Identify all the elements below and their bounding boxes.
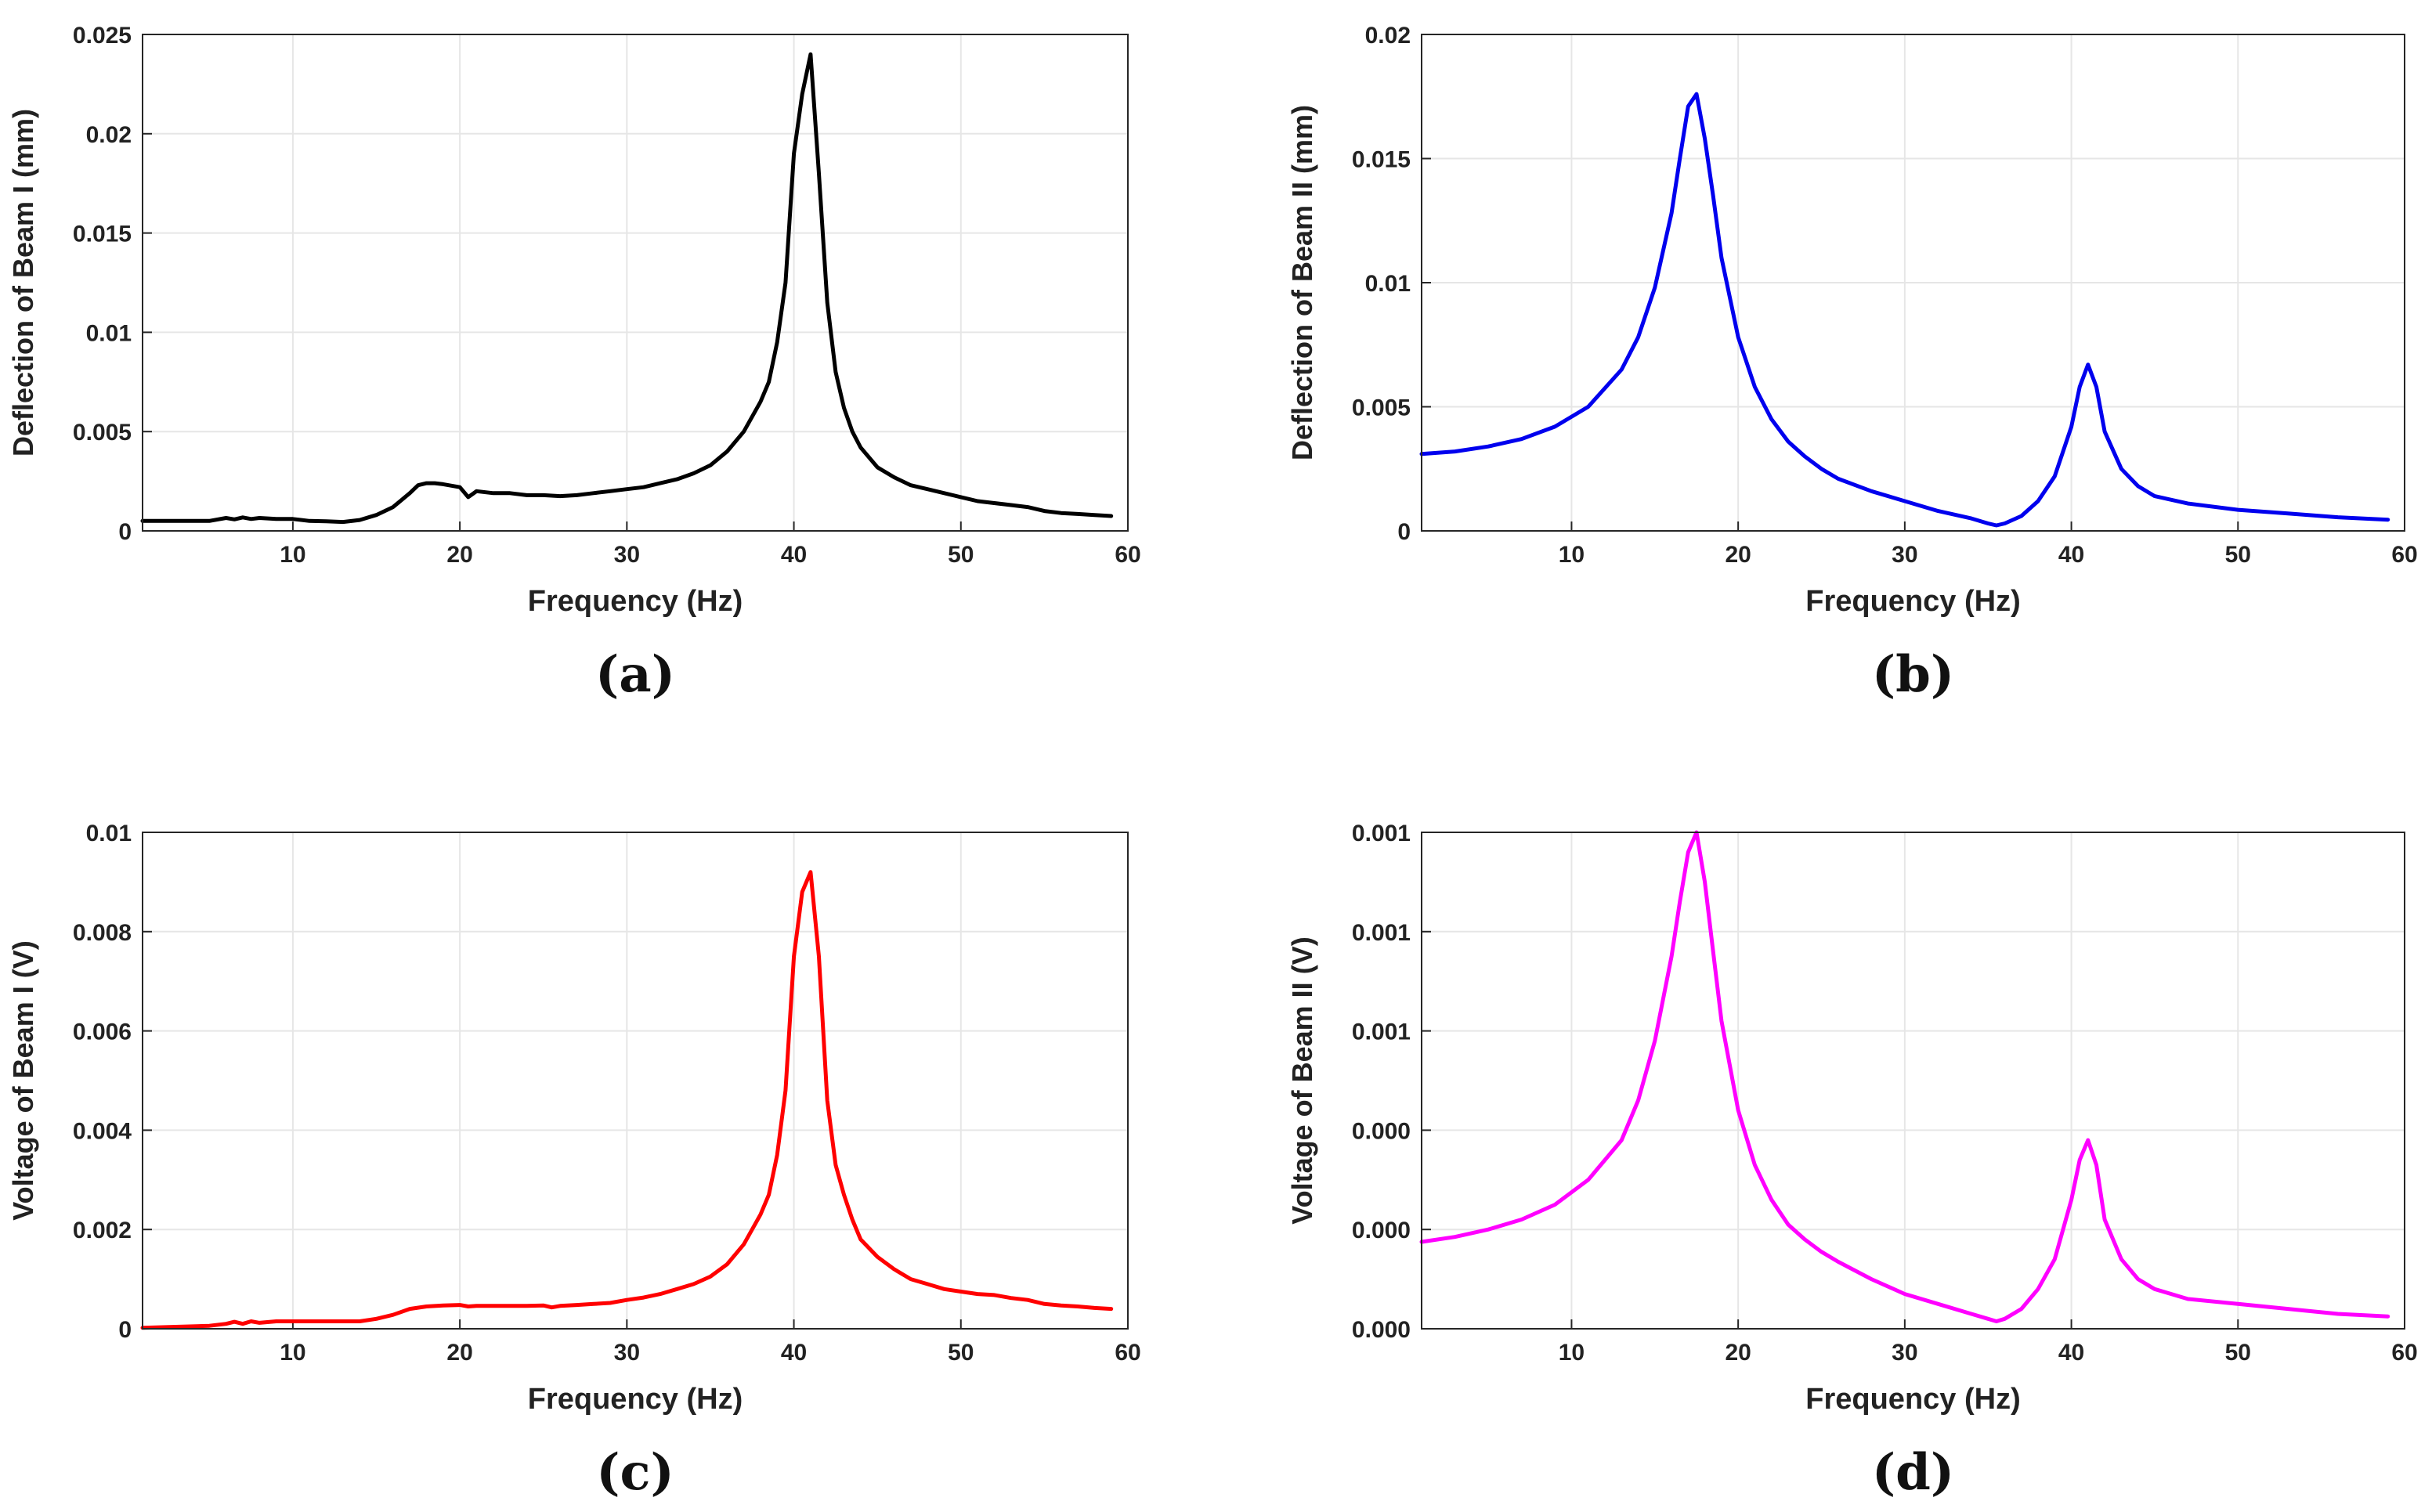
panel-c-series-line	[140, 870, 1114, 1330]
panel-b-y-tick-label: 0.005	[1352, 395, 1411, 421]
panel-d-y-tick-label: 0.000	[1352, 1118, 1411, 1144]
panel-b-y-tick-label: 0.01	[1365, 271, 1411, 297]
panel-a-x-tick-label: 10	[280, 542, 305, 568]
panel-d-label: (d)	[1872, 1443, 1954, 1502]
panel-a-y-tick-label: 0.02	[86, 122, 132, 148]
panel-a-series-line	[140, 52, 1114, 525]
panel-a-y-tick-label: 0.005	[73, 420, 132, 446]
panel-b-y-tick-label: 0	[1397, 519, 1411, 545]
panel-c-y-tick-label: 0.002	[73, 1218, 132, 1243]
panel-c-y-tick-label: 0.01	[86, 821, 132, 846]
panel-a-axes-frame	[142, 34, 1129, 532]
panel-d-y-axis-label: Voltage of Beam II (V)	[1286, 936, 1318, 1224]
panel-d-series	[1419, 830, 2390, 1323]
panel-d: 10 20 30 40 50 60 0.0000.0000.0000.0010.0010.…	[1286, 821, 2418, 1502]
panel-d-x-tick-label: 60	[2391, 1340, 2417, 1366]
panel-c-x-tick-label: 40	[781, 1340, 807, 1366]
panel-b-x-ticks: 10 20 30 40 50 60	[1559, 521, 2418, 568]
panel-b-x-tick-label: 40	[2058, 542, 2084, 568]
panel-d-y-tick-label: 0.001	[1352, 1019, 1411, 1045]
panel-d-x-ticks: 10 20 30 40 50 60	[1559, 1319, 2418, 1366]
panel-b-x-tick-label: 20	[1725, 542, 1751, 568]
panel-c-x-tick-label: 50	[948, 1340, 974, 1366]
panel-c-label: (c)	[596, 1443, 674, 1502]
panel-c-x-tick-label: 30	[614, 1340, 640, 1366]
panel-c-y-tick-label: 0.006	[73, 1019, 132, 1045]
panel-c: 10 20 30 40 50 60 0 0.002 0.004 0.006 0.008 0.01 F…	[7, 821, 1141, 1502]
panel-c-y-tick-label: 0.008	[73, 920, 132, 946]
panel-a-series	[140, 52, 1114, 525]
panel-a-label: (a)	[595, 645, 675, 704]
panel-b-series	[1419, 92, 2390, 528]
panel-b: 10 20 30 40 50 60 0 0.005 0.01 0.015 0.02 Frequen…	[1286, 23, 2418, 704]
panel-a-y-tick-label: 0.025	[73, 23, 132, 49]
panel-c-y-axis-label: Voltage of Beam I (V)	[7, 940, 39, 1220]
panel-a-y-axis-label: Deflection of Beam I (mm)	[7, 109, 39, 456]
panel-d-x-tick-label: 10	[1559, 1340, 1585, 1366]
panel-b-x-axis-label: Frequency (Hz)	[1805, 585, 2020, 618]
panel-c-axes-frame	[142, 832, 1129, 1330]
panel-b-x-tick-label: 30	[1892, 542, 1917, 568]
panel-d-y-tick-label: 0.001	[1352, 821, 1411, 846]
panel-a-x-axis-label: Frequency (Hz)	[528, 585, 743, 618]
panel-a-x-ticks: 10 20 30 40 50 60	[280, 521, 1141, 568]
panel-d-x-tick-label: 40	[2058, 1340, 2084, 1366]
panel-b-y-tick-label: 0.015	[1352, 147, 1411, 173]
panel-a: 10 20 30 40 50 60 0 0.005 0.01 0.015 0.02 0.025 Fr…	[7, 23, 1141, 704]
panel-a-y-tick-label: 0	[118, 519, 132, 545]
panel-a-x-tick-label: 50	[948, 542, 974, 568]
panel-b-x-tick-label: 50	[2225, 542, 2251, 568]
panel-d-x-tick-label: 30	[1892, 1340, 1917, 1366]
panel-a-y-tick-label: 0.01	[86, 320, 132, 346]
panel-a-x-tick-label: 30	[614, 542, 640, 568]
panel-b-label: (b)	[1872, 645, 1954, 704]
panel-c-y-tick-label: 0.004	[73, 1118, 132, 1144]
panel-c-y-tick-label: 0	[118, 1317, 132, 1343]
panel-b-y-ticks: 0 0.005 0.01 0.015 0.02	[1352, 23, 1431, 545]
panel-d-axes-frame	[1421, 832, 2405, 1330]
panel-c-x-ticks: 10 20 30 40 50 60	[280, 1319, 1141, 1366]
panel-c-y-ticks: 0 0.002 0.004 0.006 0.008 0.01	[73, 821, 152, 1343]
panel-d-y-tick-label: 0.000	[1352, 1317, 1411, 1343]
panel-c-x-tick-label: 10	[280, 1340, 305, 1366]
panel-b-y-axis-label: Deflection of Beam II (mm)	[1286, 105, 1318, 460]
panel-c-x-tick-label: 20	[446, 1340, 472, 1366]
panel-a-x-tick-label: 40	[781, 542, 807, 568]
panel-b-x-tick-label: 10	[1559, 542, 1585, 568]
panel-d-y-tick-label: 0.001	[1352, 920, 1411, 946]
panel-a-x-tick-label: 60	[1115, 542, 1140, 568]
panel-d-x-axis-label: Frequency (Hz)	[1805, 1383, 2020, 1416]
panel-a-x-tick-label: 20	[446, 542, 472, 568]
panel-c-x-tick-label: 60	[1115, 1340, 1140, 1366]
panel-d-y-ticks: 0.000 0.000 0.000 0.001 0.001 0.001	[1352, 821, 1431, 1343]
panel-a-y-ticks: 0 0.005 0.01 0.015 0.02 0.025	[73, 23, 152, 545]
panel-b-y-tick-label: 0.02	[1365, 23, 1411, 49]
panel-d-y-tick-label: 0.000	[1352, 1218, 1411, 1243]
panel-b-x-tick-label: 60	[2391, 542, 2417, 568]
panel-d-x-tick-label: 20	[1725, 1340, 1751, 1366]
panel-d-series-line	[1419, 830, 2390, 1323]
panel-b-axes-frame	[1421, 34, 2405, 532]
panel-c-series	[140, 870, 1114, 1330]
panel-a-y-tick-label: 0.015	[73, 222, 132, 247]
panel-c-x-axis-label: Frequency (Hz)	[528, 1383, 743, 1416]
panel-b-series-line	[1419, 92, 2390, 528]
panel-d-x-tick-label: 50	[2225, 1340, 2251, 1366]
